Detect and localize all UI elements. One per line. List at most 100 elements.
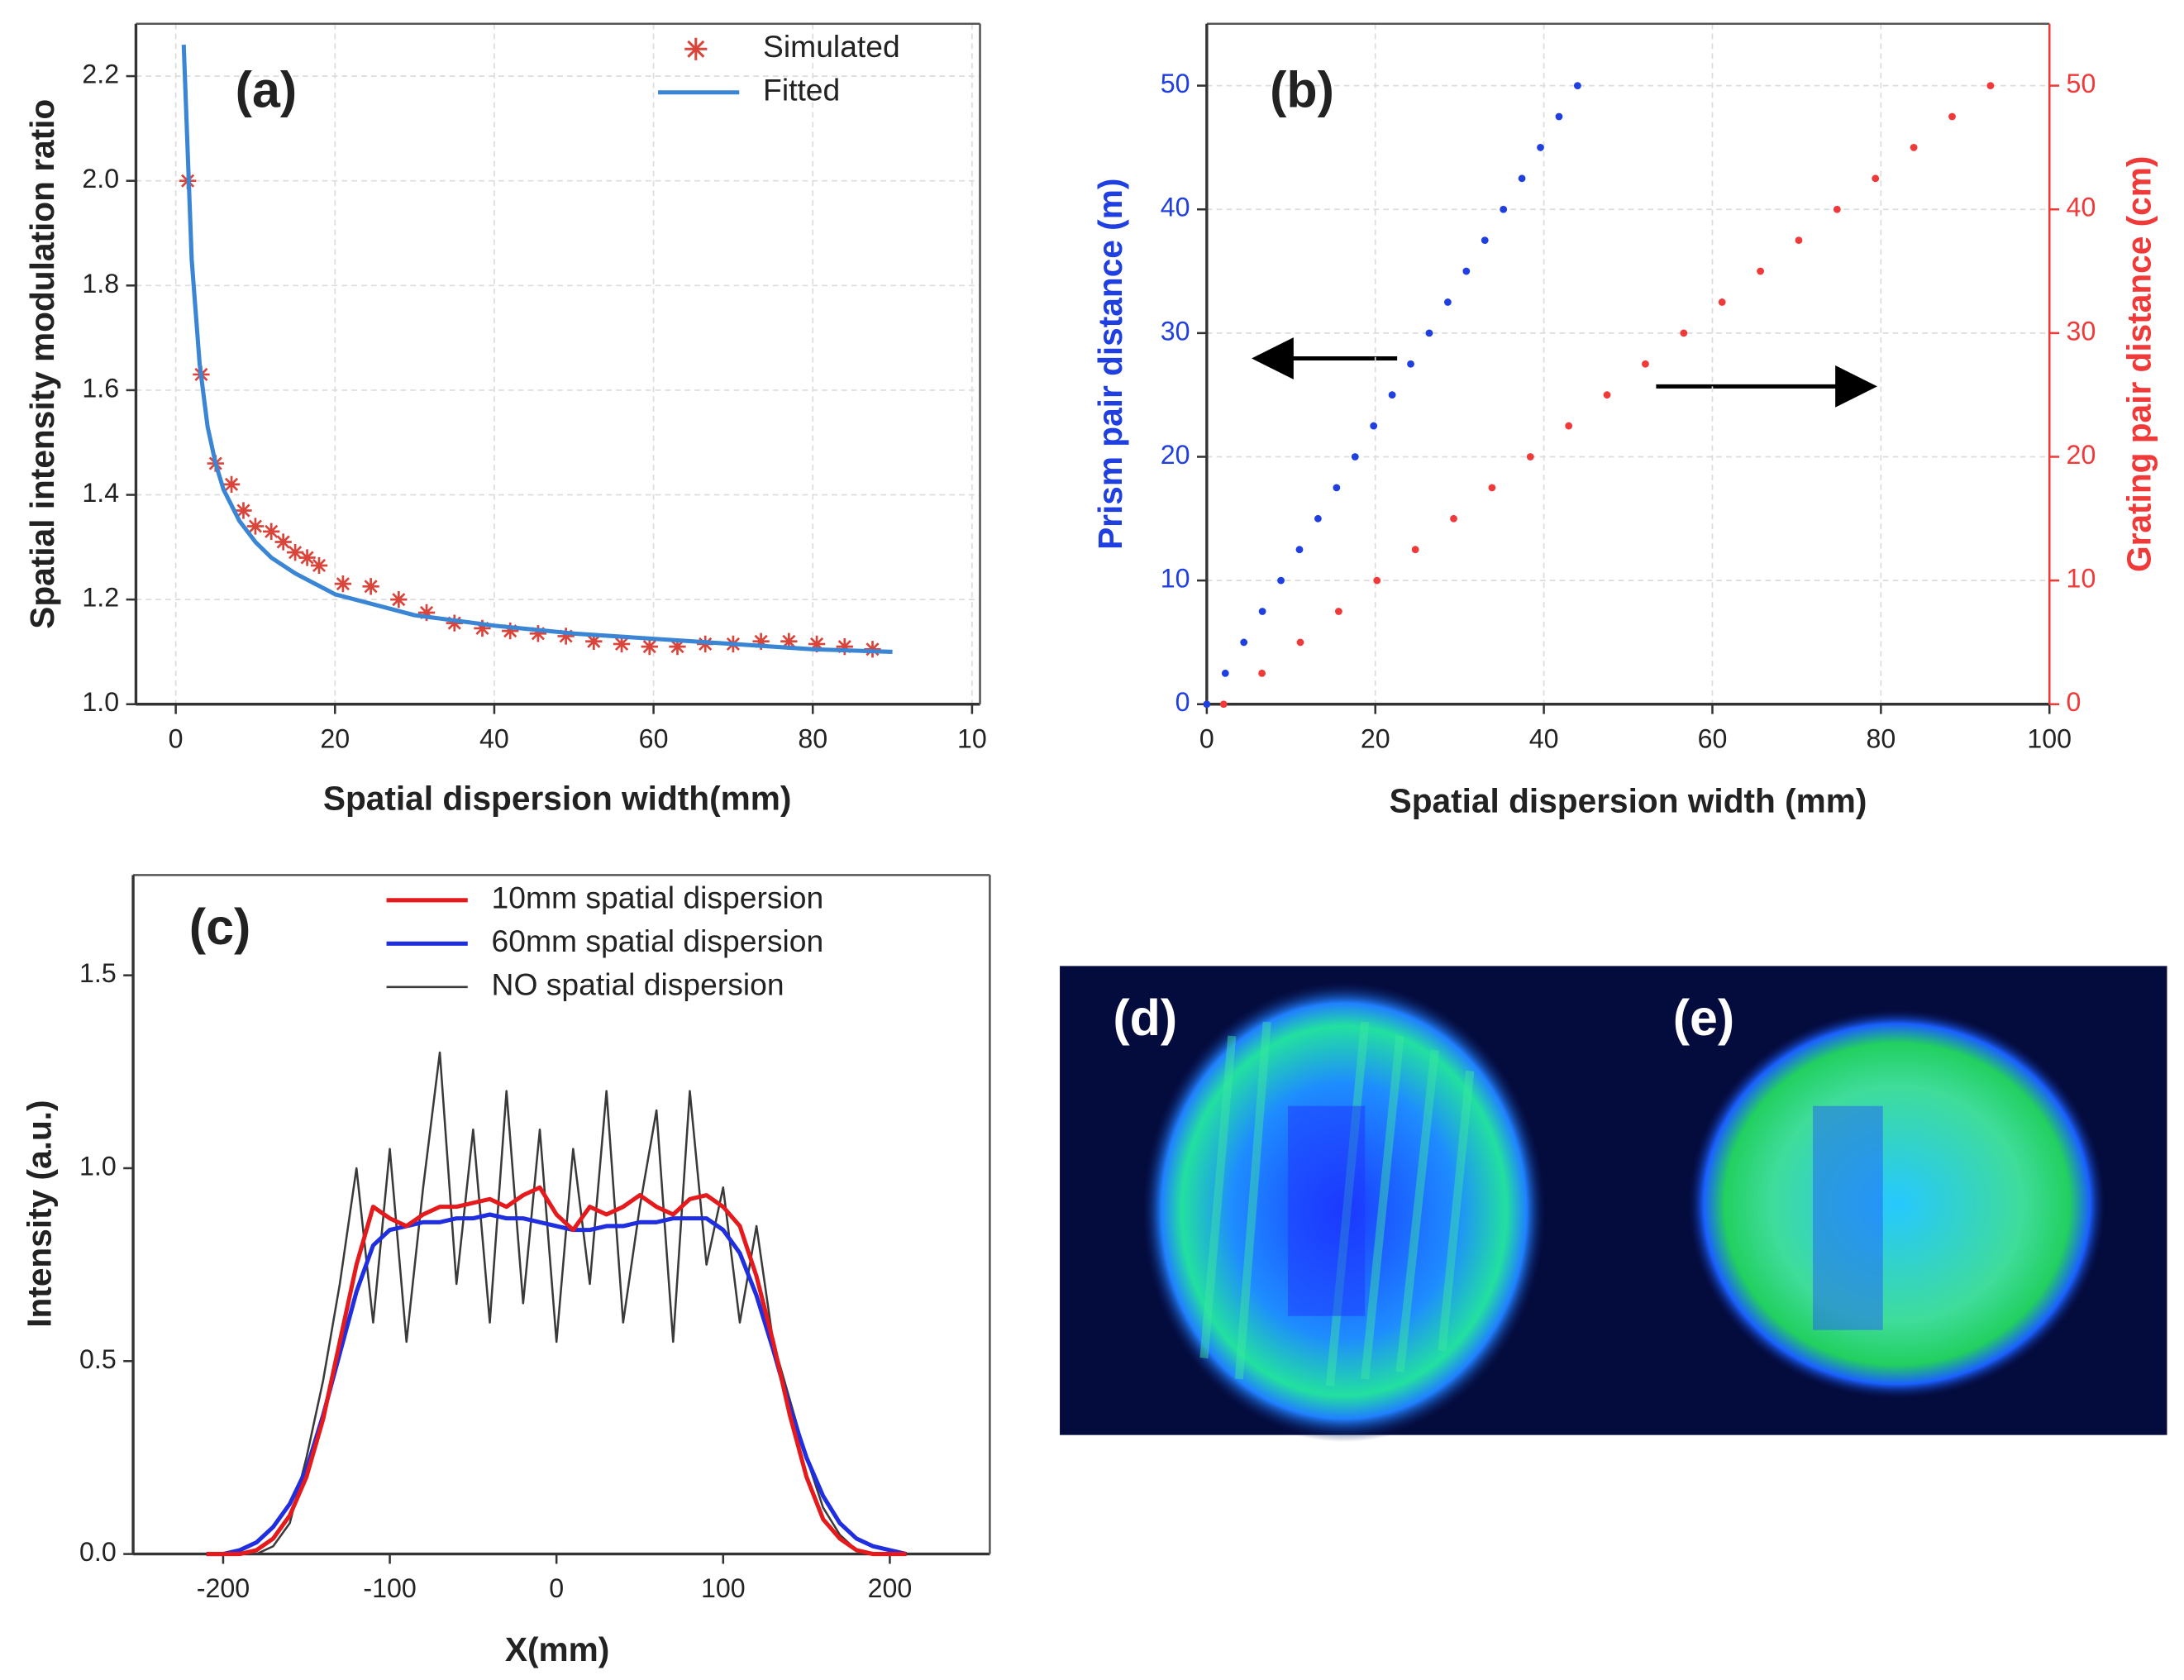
point [286, 544, 304, 561]
point [1203, 700, 1211, 709]
y-tick-label: 0.5 [79, 1344, 117, 1374]
point [1948, 112, 1956, 121]
point [222, 475, 241, 494]
y-tick-label: 1.0 [82, 687, 119, 717]
x-tick-label: 10 [957, 723, 987, 753]
point [1537, 144, 1544, 151]
point [1351, 453, 1359, 461]
y-tick-label: 0 [1175, 687, 1190, 717]
point [417, 604, 436, 622]
x-tick-label: 60 [1698, 723, 1728, 753]
point [1573, 82, 1581, 90]
dark-band [1288, 1105, 1366, 1316]
point [1718, 298, 1726, 306]
y-tick-label: 10 [1161, 564, 1190, 594]
legend-label: Simulated [763, 29, 900, 64]
x-tick-label: 0 [169, 723, 184, 753]
y-tick-label: 50 [1161, 69, 1190, 98]
point [1555, 112, 1563, 121]
point [390, 590, 408, 609]
beam-profile-e [1686, 1008, 2107, 1401]
point [1526, 453, 1534, 461]
point [1240, 638, 1248, 647]
point [780, 632, 798, 650]
point [274, 533, 292, 551]
legend-label: 60mm spatial dispersion [492, 924, 824, 958]
y2-tick-label: 20 [2067, 440, 2096, 470]
point [1370, 422, 1378, 430]
point [1219, 700, 1228, 709]
point [502, 622, 519, 640]
point [1388, 391, 1396, 399]
image-label: (e) [1673, 990, 1735, 1046]
point [1986, 82, 1995, 90]
point [752, 632, 770, 650]
image-panel: (d) (e) [1060, 966, 2167, 1443]
panel-label: (c) [189, 899, 251, 955]
point [334, 575, 352, 593]
point [1518, 174, 1526, 183]
point [1443, 298, 1452, 306]
x-tick-label: 0 [549, 1573, 564, 1603]
point [1500, 205, 1508, 213]
point [585, 632, 603, 650]
point [1795, 236, 1803, 245]
point [641, 637, 658, 656]
image-label: (d) [1113, 990, 1177, 1046]
x-tick-label: -200 [197, 1573, 250, 1603]
point [446, 614, 463, 632]
point [1411, 546, 1419, 554]
point [669, 637, 686, 656]
x-tick-label: 40 [1529, 723, 1559, 753]
y-tick-label: 1.2 [82, 583, 119, 613]
y-tick-label: 30 [1161, 316, 1190, 346]
point [1334, 608, 1342, 615]
point [1603, 391, 1611, 399]
series-line [206, 1051, 907, 1555]
x-tick-label: 20 [1361, 723, 1390, 753]
x-tick-label: 200 [868, 1573, 913, 1603]
point [1258, 669, 1266, 677]
x-axis-label: X(mm) [505, 1630, 609, 1668]
point [1407, 360, 1414, 368]
point [1872, 174, 1880, 183]
point [1833, 205, 1841, 213]
x-axis-label: Spatial dispersion width (mm) [1390, 782, 1867, 820]
y-tick-label: 1.0 [79, 1151, 117, 1181]
x-tick-label: 0 [1199, 723, 1214, 753]
y2-tick-label: 10 [2067, 564, 2096, 594]
point [1333, 484, 1341, 492]
point [1314, 514, 1322, 523]
y-tick-label: 2.2 [82, 60, 119, 89]
dark-band [1813, 1105, 1883, 1330]
y-tick-label: 2.0 [82, 164, 119, 193]
point [808, 635, 826, 653]
point [1488, 484, 1496, 492]
point [613, 635, 631, 653]
y-axis-label: Intensity (a.u.) [21, 1100, 59, 1327]
x-tick-label: 80 [1866, 723, 1896, 753]
point [557, 628, 575, 645]
point [1277, 576, 1285, 585]
x-tick-label: 60 [639, 723, 669, 753]
x-axis-label: Spatial dispersion width(mm) [323, 779, 792, 817]
point [246, 518, 265, 535]
x-tick-label: 100 [2027, 723, 2072, 753]
x-tick-label: 40 [479, 723, 509, 753]
y-tick-label: 1.5 [79, 958, 117, 988]
point [1565, 422, 1573, 430]
x-tick-label: -100 [363, 1573, 416, 1603]
point [310, 556, 328, 575]
series-line [206, 1212, 908, 1557]
legend-marker [684, 37, 708, 60]
y-tick-label: 40 [1161, 193, 1190, 222]
y2-tick-label: 50 [2067, 69, 2096, 98]
point [836, 637, 853, 656]
point [1910, 144, 1918, 151]
y-axis-label: Prism pair distance (m) [1091, 179, 1129, 550]
point [235, 502, 252, 519]
point [1295, 546, 1304, 554]
y-axis-label: Spatial intensity modulation ratio [23, 99, 61, 629]
series-line [181, 45, 893, 654]
